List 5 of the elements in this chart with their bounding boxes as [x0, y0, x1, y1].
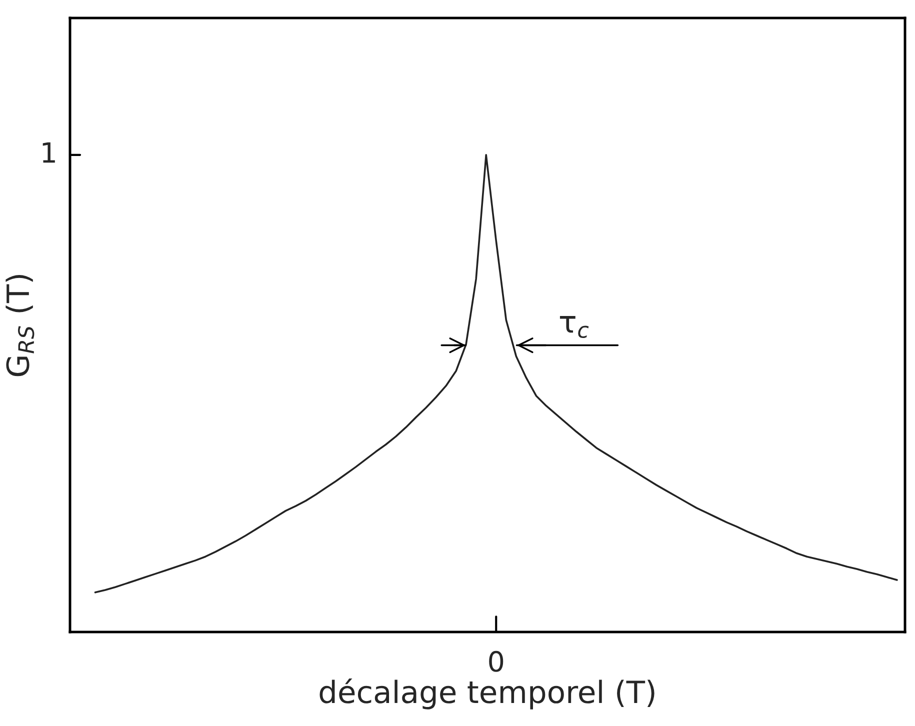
y-axis-title: G$_{RS}$ (T)	[6, 275, 34, 376]
text: 0	[489, 650, 504, 672]
annotation: τ$_{c}$	[560, 316, 589, 338]
x-axis-title: décalage temporel (T)	[320, 678, 654, 710]
text: 1	[42, 142, 55, 163]
